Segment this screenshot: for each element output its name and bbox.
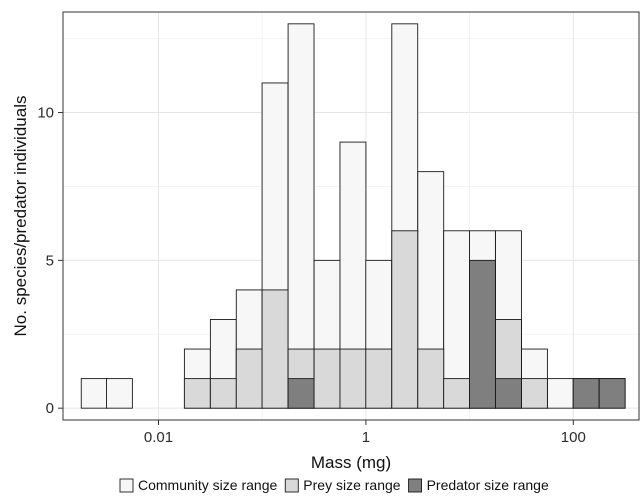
bar-prey-size-range <box>339 348 367 409</box>
bar-prey-size-range <box>443 378 471 409</box>
bar-prey-size-range <box>391 230 419 409</box>
bar-community-size-range <box>287 23 315 409</box>
bar-prey-size-range <box>313 348 341 409</box>
histogram-bars <box>80 23 626 409</box>
y-tick-label: 10 <box>37 105 54 122</box>
bar-prey-size-range <box>417 348 445 409</box>
x-tick-label: 0.01 <box>144 429 173 446</box>
bar-prey-size-range <box>261 289 289 409</box>
bar-prey-size-range <box>521 378 548 409</box>
bar-community-size-range <box>80 378 108 409</box>
bar-predator-size-range <box>572 378 600 409</box>
legend-swatch <box>284 478 299 493</box>
legend-label: Prey size range <box>303 477 400 493</box>
y-tick-label: 5 <box>46 252 54 269</box>
bar-prey-size-range <box>183 378 211 409</box>
bar-community-size-range <box>106 378 133 409</box>
legend-swatch <box>408 478 423 493</box>
y-tick-label: 0 <box>46 400 54 417</box>
legend-swatch <box>119 478 134 493</box>
bar-predator-size-range <box>495 378 522 409</box>
bar-community-size-range <box>546 378 574 409</box>
x-axis-title: Mass (mg) <box>311 453 391 472</box>
bar-prey-size-range <box>209 378 237 409</box>
axes: 0 5 10 0.01 1 100 <box>37 105 586 446</box>
bar-predator-size-range <box>598 378 626 409</box>
legend-label: Community size range <box>138 477 277 493</box>
plot-border <box>62 11 640 421</box>
legend: Community size range Prey size range Preda… <box>119 477 549 493</box>
bar-prey-size-range <box>365 348 393 409</box>
bar-predator-size-range <box>287 378 315 409</box>
x-tick-label: 1 <box>362 429 370 446</box>
bar-predator-size-range <box>469 259 496 409</box>
x-tick-label: 100 <box>561 429 586 446</box>
y-axis-title: No. species/predator individuals <box>11 96 30 337</box>
legend-label: Predator size range <box>427 477 549 493</box>
bar-prey-size-range <box>235 348 263 409</box>
